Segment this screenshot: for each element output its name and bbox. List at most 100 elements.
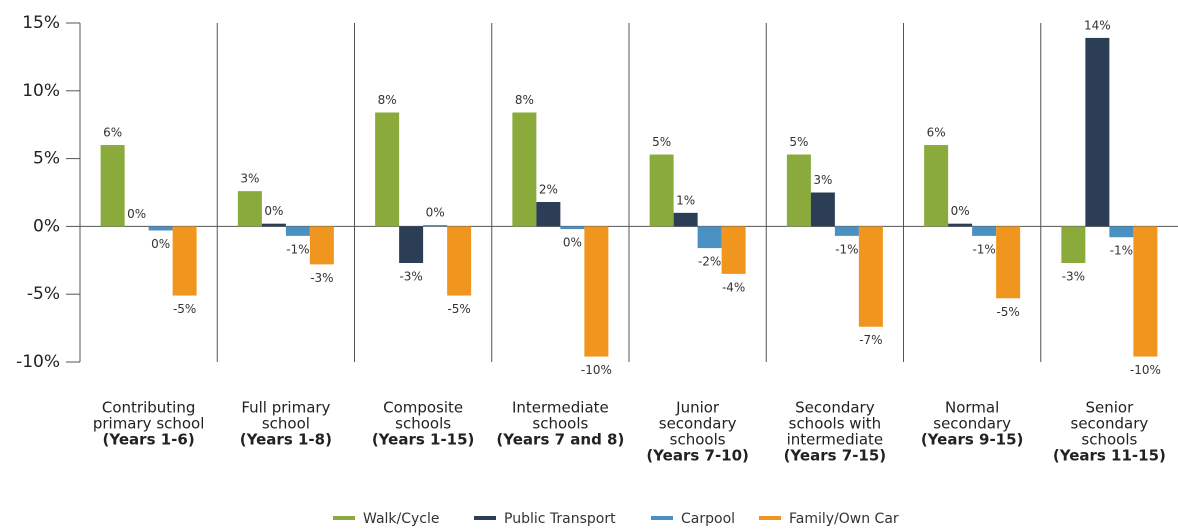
x-tick-label: primary school <box>93 415 205 433</box>
value-label: -3% <box>1062 270 1085 284</box>
value-label: 0% <box>127 207 146 221</box>
bar <box>673 212 698 227</box>
x-tick-label: Senior <box>1085 399 1134 417</box>
x-tick-label: Intermediate <box>512 399 609 417</box>
value-label: 0% <box>264 204 283 218</box>
value-label: -5% <box>996 305 1019 319</box>
x-tick-label: secondary <box>933 415 1011 433</box>
x-tick-label: Composite <box>383 399 463 417</box>
x-tick-label: schools <box>670 431 726 449</box>
bar <box>512 112 537 227</box>
value-label: 0% <box>151 237 170 251</box>
bar <box>584 226 609 357</box>
x-tick-label: intermediate <box>787 431 884 449</box>
value-label: -1% <box>286 242 309 256</box>
bar <box>1109 226 1134 238</box>
legend-label: Carpool <box>681 511 735 527</box>
x-tick-label: secondary <box>659 415 737 433</box>
value-label: -5% <box>447 302 470 316</box>
value-label: 6% <box>103 126 122 140</box>
value-label: -1% <box>835 242 858 256</box>
value-label: -1% <box>1110 244 1133 258</box>
value-label: -5% <box>173 302 196 316</box>
x-tick-label: secondary <box>1071 415 1149 433</box>
bar <box>560 226 585 230</box>
y-tick-label: 10% <box>22 81 60 101</box>
x-tick-label: schools <box>532 415 588 433</box>
x-tick-label: (Years 11-15) <box>1053 447 1166 465</box>
bar <box>172 226 197 296</box>
value-label: 8% <box>515 93 534 107</box>
value-label: 8% <box>378 93 397 107</box>
value-label: 3% <box>240 172 259 186</box>
value-label: -4% <box>722 280 745 294</box>
bar <box>649 154 674 227</box>
bar <box>237 191 262 227</box>
value-label: 0% <box>951 204 970 218</box>
bar <box>536 201 561 227</box>
bar <box>148 226 173 231</box>
y-tick-label: -5% <box>27 284 60 304</box>
value-label: 0% <box>426 206 445 220</box>
legend-swatch <box>333 516 355 520</box>
x-tick-label: (Years 1-8) <box>240 431 332 449</box>
bar <box>972 226 997 236</box>
x-tick-label: (Years 1-15) <box>372 431 475 449</box>
y-tick-label: 15% <box>22 13 60 33</box>
value-label: 14% <box>1084 18 1111 32</box>
x-tick-label: Secondary <box>795 399 875 417</box>
y-tick-label: 0% <box>33 216 60 236</box>
bar <box>858 226 883 327</box>
x-tick-label: (Years 7-10) <box>646 447 749 465</box>
bar <box>810 192 835 227</box>
bar <box>924 145 949 227</box>
value-label: 6% <box>927 126 946 140</box>
x-tick-label: (Years 7 and 8) <box>496 431 624 449</box>
value-label: -3% <box>310 271 333 285</box>
bar <box>399 226 424 264</box>
bar <box>100 145 125 227</box>
legend-swatch <box>474 516 496 520</box>
bar <box>447 226 472 296</box>
x-tick-label: Full primary <box>241 399 330 417</box>
bar <box>309 226 334 265</box>
x-tick-label: schools <box>395 415 451 433</box>
x-tick-label: schools <box>1081 431 1137 449</box>
value-label: -7% <box>859 333 882 347</box>
legend-swatch <box>651 516 673 520</box>
value-label: 2% <box>539 182 558 196</box>
value-label: 0% <box>563 236 582 250</box>
value-label: 5% <box>789 135 808 149</box>
x-tick-label: Contributing <box>102 399 195 417</box>
bar <box>375 112 400 227</box>
y-tick-label: -10% <box>16 352 60 372</box>
value-label: -3% <box>399 270 422 284</box>
legend-label: Walk/Cycle <box>363 511 440 527</box>
bar <box>948 223 973 227</box>
bar <box>786 154 811 227</box>
bar <box>721 226 746 274</box>
x-tick-label: schools with <box>789 415 882 433</box>
value-label: 5% <box>652 135 671 149</box>
bar <box>697 226 722 249</box>
bar <box>996 226 1021 299</box>
bar <box>261 223 286 227</box>
bar <box>285 226 310 236</box>
legend-swatch <box>759 516 781 520</box>
value-label: 3% <box>813 173 832 187</box>
bar <box>423 225 448 227</box>
legend-label: Family/Own Car <box>789 511 899 527</box>
y-tick-label: 5% <box>33 149 60 169</box>
bar <box>1133 226 1158 357</box>
x-tick-label: (Years 9-15) <box>921 431 1024 449</box>
legend-label: Public Transport <box>504 511 616 527</box>
x-tick-label: school <box>262 415 310 433</box>
value-label: -2% <box>698 255 721 269</box>
value-label: -1% <box>972 242 995 256</box>
x-tick-label: (Years 1-6) <box>103 431 195 449</box>
x-tick-label: Normal <box>945 399 999 417</box>
bar <box>1085 37 1110 227</box>
value-label: -10% <box>1130 363 1161 377</box>
value-label: 1% <box>676 193 695 207</box>
